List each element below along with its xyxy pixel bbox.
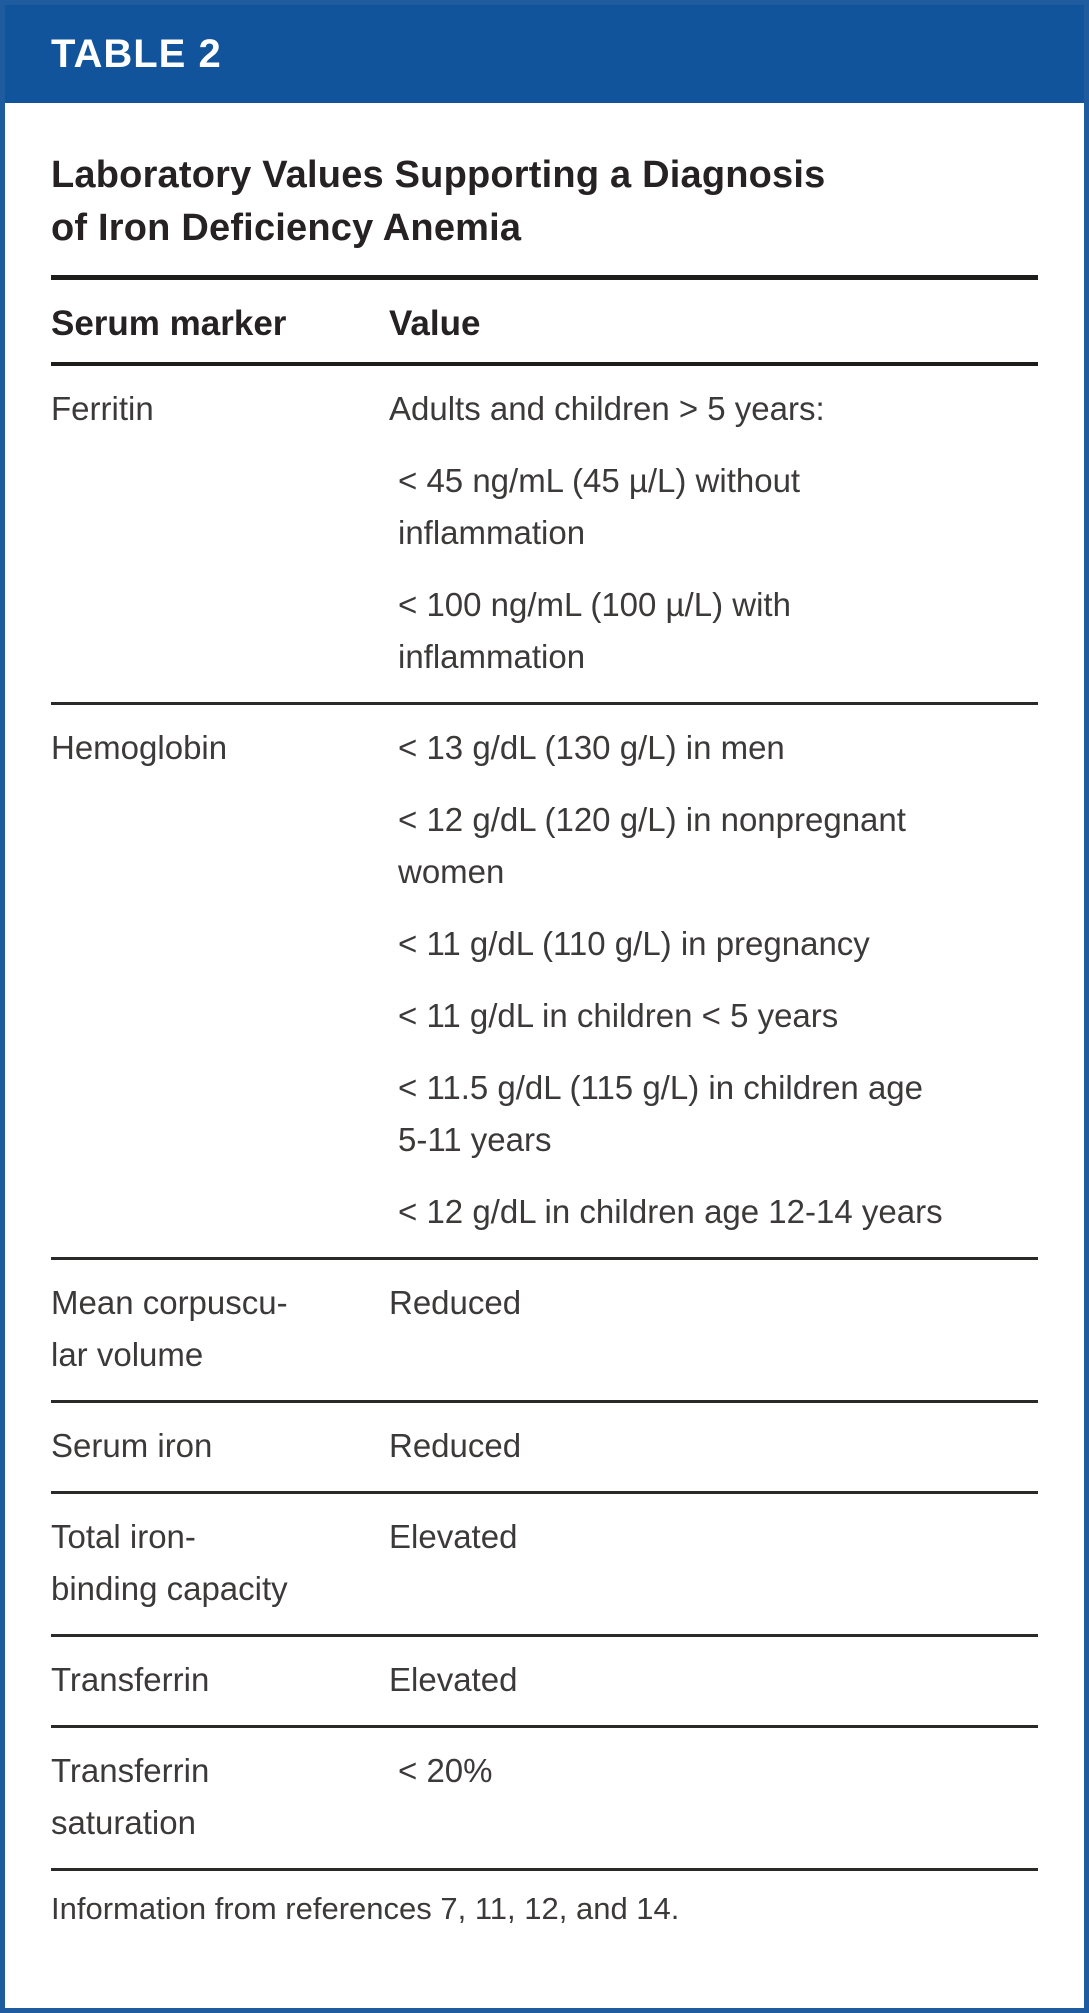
table-body: Laboratory Values Supporting a Diagnosis… [5,149,1084,1933]
value-cell: Reduced [389,1420,1038,1472]
value-paragraph: Reduced [389,1427,522,1464]
header-rule [51,362,1038,366]
table-row: Mean corpuscu- lar volume Reduced [51,1257,1038,1400]
table-row: Serum iron Reduced [51,1400,1038,1491]
title-rule [51,275,1038,280]
marker-cell: Serum iron [51,1427,213,1464]
marker-cell: Total iron- binding capacity [51,1518,288,1607]
value-paragraph: < 45 ng/mL (45 µ/L) without inflammation [398,462,801,551]
table-number-label: TABLE 2 [51,31,222,76]
table-banner: TABLE 2 [5,5,1084,103]
table-row: Transferrin Elevated [51,1634,1038,1725]
table-row: Ferritin Adults and children > 5 years: <… [51,366,1038,702]
value-cell: < 13 g/dL (130 g/L) in men < 12 g/dL (120… [389,722,1038,1238]
column-header-value: Value [389,304,481,343]
value-paragraph: Elevated [389,1518,518,1555]
value-paragraph: < 11 g/dL in children < 5 years [398,997,839,1034]
marker-cell: Mean corpuscu- lar volume [51,1284,288,1373]
value-paragraph: Elevated [389,1661,518,1698]
value-cell: Elevated [389,1654,1038,1706]
marker-cell: Hemoglobin [51,729,228,766]
value-paragraph: < 20% [398,1752,493,1789]
value-cell: Reduced [389,1277,1038,1329]
table-row: Hemoglobin < 13 g/dL (130 g/L) in men < 1… [51,702,1038,1257]
column-header-row: Serum marker Value [51,280,1038,362]
value-paragraph: < 12 g/dL in children age 12-14 years [398,1193,943,1230]
value-paragraph: < 100 ng/mL (100 µ/L) with inflammation [398,586,791,675]
value-paragraph: < 12 g/dL (120 g/L) in nonpregnant women [398,801,906,890]
value-paragraph: < 11.5 g/dL (115 g/L) in children age 5-… [398,1069,924,1158]
value-cell: Adults and children > 5 years: < 45 ng/mL… [389,383,1038,683]
value-cell: < 20% [389,1745,1038,1797]
value-paragraph: < 11 g/dL (110 g/L) in pregnancy [398,925,870,962]
marker-cell: Transferrin saturation [51,1752,210,1841]
column-header-serum-marker: Serum marker [51,304,287,343]
table-title: Laboratory Values Supporting a Diagnosis… [51,154,826,249]
table-row: Transferrin saturation < 20% [51,1725,1038,1868]
marker-cell: Ferritin [51,390,154,427]
marker-cell: Transferrin [51,1661,210,1698]
table-rows: Ferritin Adults and children > 5 years: <… [51,366,1038,1871]
value-cell: Elevated [389,1511,1038,1563]
value-paragraph: Adults and children > 5 years: [389,390,825,427]
table-row: Total iron- binding capacity Elevated [51,1491,1038,1634]
value-paragraph: < 13 g/dL (130 g/L) in men [398,729,785,766]
value-paragraph: Reduced [389,1284,522,1321]
footnote: Information from references 7, 11, 12, a… [51,1891,680,1926]
